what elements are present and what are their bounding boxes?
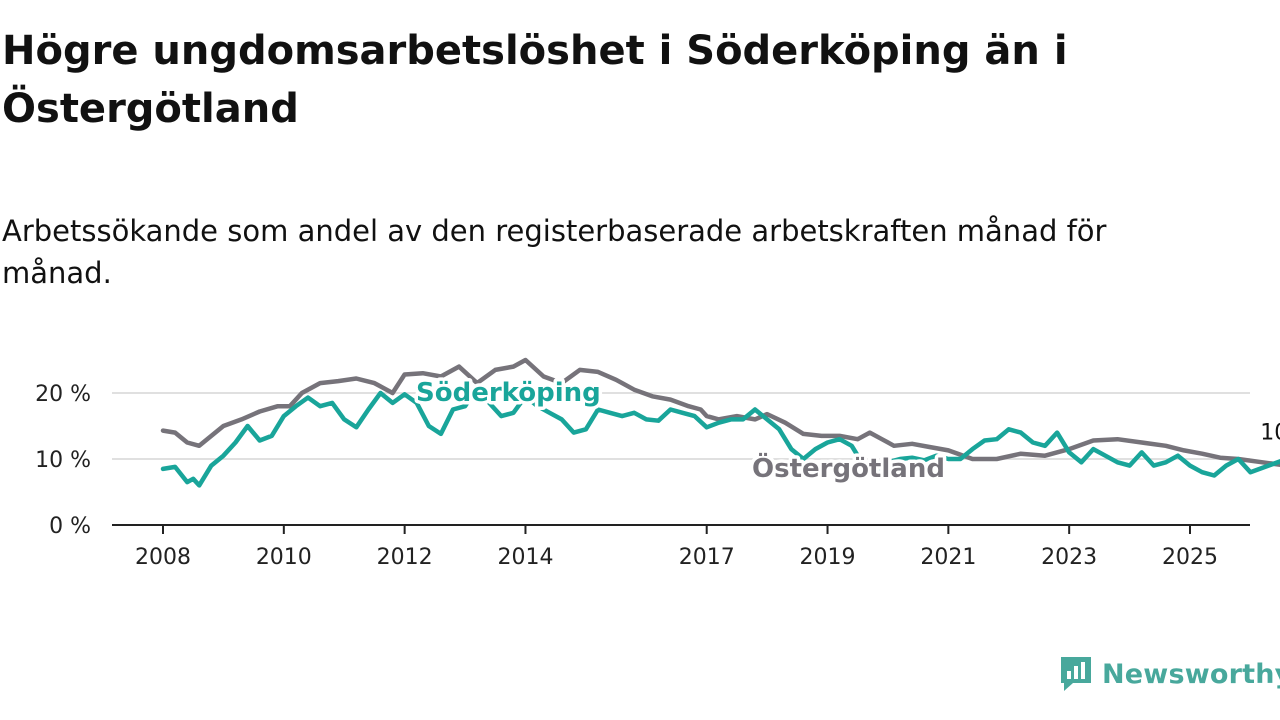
brand-name: Newsworthy — [1102, 658, 1280, 690]
chart-subtitle: Arbetssökande som andel av den registerb… — [2, 214, 1107, 290]
annotation-ostergotland: Östergötland — [752, 451, 945, 484]
brand-logo: Newsworthy — [1058, 654, 1280, 694]
x-tick-label: 2010 — [256, 545, 312, 570]
y-tick-label: 0 % — [49, 514, 91, 539]
end-label-soderkoping: 10,5 % — [1260, 421, 1280, 446]
x-tick-label: 2017 — [679, 545, 735, 570]
y-axis: 0 % 10 % 20 % — [35, 382, 91, 539]
x-tick-label: 2023 — [1041, 545, 1097, 570]
y-tick-label: 10 % — [35, 448, 91, 473]
y-tick-label: 20 % — [35, 382, 91, 407]
series-layer — [160, 357, 1280, 488]
newsworthy-logo-icon — [1061, 657, 1091, 691]
x-tick-label: 2025 — [1162, 545, 1218, 570]
series-line-soderkoping — [160, 385, 1280, 488]
x-tick-label: 2019 — [800, 545, 856, 570]
x-tick-label: 2014 — [497, 545, 553, 570]
annotation-soderkoping: Söderköping — [416, 378, 601, 408]
x-tick-label: 2008 — [135, 545, 191, 570]
chart-title: Högre ungdomsarbetslöshet i Söderköping … — [2, 28, 1068, 132]
x-tick-label: 2021 — [920, 545, 976, 570]
x-tick-label: 2012 — [377, 545, 433, 570]
x-axis: 2008 2010 2012 2014 2017 2019 2021 2023 2025 — [135, 525, 1218, 570]
